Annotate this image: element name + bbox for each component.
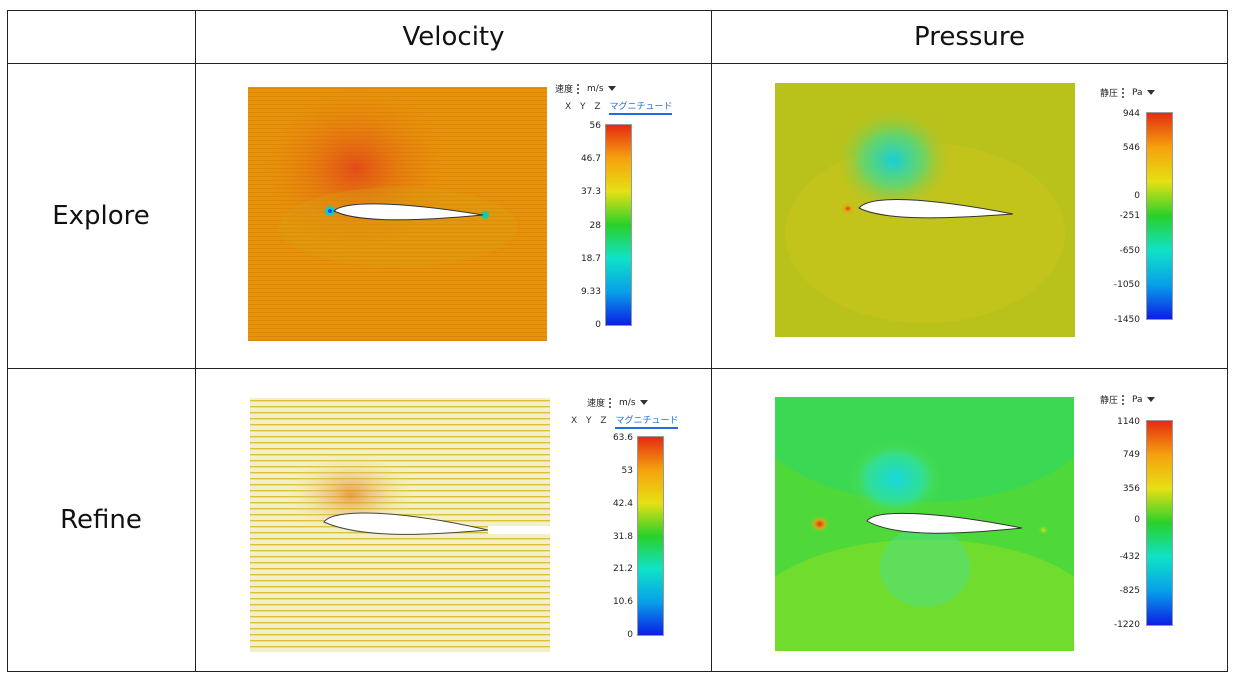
scale-tick: 944 [1122, 109, 1140, 119]
axis-tabs: X Y Z マグニチュード [571, 413, 684, 429]
table-border-header [7, 63, 1227, 64]
scale-tick: 9.33 [580, 287, 601, 297]
row-label-explore: Explore [52, 201, 150, 231]
scale-tick: 18.7 [580, 254, 601, 264]
scale-tick: -1050 [1113, 280, 1140, 290]
scale-tick: 28 [589, 221, 601, 231]
refine-velocity-plot [250, 398, 550, 652]
axis-tabs: X Y Z マグニチュード [565, 99, 678, 115]
table-border-col1 [195, 10, 196, 672]
axis-tab-magnitude[interactable]: マグニチュード [609, 102, 673, 115]
axis-tab-y[interactable]: Y [580, 102, 586, 112]
unit-selector[interactable]: Pa [1132, 87, 1143, 98]
color-scale-bar [1146, 112, 1173, 320]
axis-tab-x[interactable]: X [571, 416, 578, 426]
legend-header: 速度 m/s [587, 396, 648, 409]
scale-tick: 0 [627, 630, 633, 640]
refine-pressure-legend: 静圧 Pa 1140 749 356 0 -432 -825 -1220 [1100, 390, 1210, 640]
color-scale-bar [1146, 420, 1173, 626]
scale-tick: 42.4 [612, 499, 633, 509]
unit-selector[interactable]: Pa [1132, 394, 1143, 405]
table-border-left [7, 10, 8, 672]
scale-tick: -1220 [1113, 620, 1140, 630]
kebab-menu-icon[interactable] [577, 83, 580, 94]
chevron-down-icon[interactable] [1146, 397, 1155, 402]
scale-tick: 46.7 [580, 154, 601, 164]
scale-tick: -825 [1119, 586, 1140, 596]
scale-tick: 56 [589, 121, 601, 131]
scale-tick: -1450 [1113, 315, 1140, 325]
table-border-bottom [7, 671, 1227, 672]
table-border-col2 [711, 10, 712, 672]
chevron-down-icon[interactable] [607, 86, 616, 91]
legend-header: 静圧 Pa [1100, 86, 1155, 99]
scale-tick: 1140 [1117, 417, 1140, 427]
legend-quantity: 速度 [555, 85, 574, 95]
kebab-menu-icon[interactable] [609, 397, 612, 408]
scale-tick: 31.8 [612, 532, 633, 542]
scale-tick: 21.2 [612, 564, 633, 574]
unit-selector[interactable]: m/s [587, 83, 604, 94]
scale-tick: -650 [1119, 246, 1140, 256]
scale-tick: 63.6 [612, 433, 633, 443]
scale-tick: 10.6 [612, 597, 633, 607]
color-scale-bar [637, 436, 664, 636]
table-border-top [7, 10, 1227, 11]
color-scale-bar [605, 124, 632, 326]
column-header-pressure: Pressure [913, 21, 1026, 52]
kebab-menu-icon[interactable] [1122, 394, 1125, 405]
chevron-down-icon[interactable] [1146, 90, 1155, 95]
legend-quantity: 静圧 [1100, 89, 1119, 99]
scale-tick: 53 [621, 466, 633, 476]
axis-tab-z[interactable]: Z [600, 416, 607, 426]
scale-tick: 356 [1122, 484, 1140, 494]
axis-tab-x[interactable]: X [565, 102, 572, 112]
scale-tick: -432 [1119, 552, 1140, 562]
unit-selector[interactable]: m/s [619, 397, 636, 408]
legend-header: 速度 m/s [555, 82, 616, 95]
explore-pressure-plot [775, 83, 1075, 337]
axis-tab-z[interactable]: Z [594, 102, 601, 112]
explore-velocity-legend: 速度 m/s X Y Z マグニチュード 56 46.7 37.3 28 18.… [555, 80, 673, 350]
axis-tab-y[interactable]: Y [586, 416, 592, 426]
table-border-right [1227, 10, 1228, 672]
legend-quantity: 速度 [587, 399, 606, 409]
table-border-middle [7, 368, 1227, 369]
explore-velocity-plot [248, 87, 547, 341]
scale-tick: 0 [1134, 191, 1140, 201]
legend-header: 静圧 Pa [1100, 393, 1155, 406]
refine-pressure-plot [775, 397, 1074, 651]
scale-tick: 0 [1134, 515, 1140, 525]
refine-velocity-legend: 速度 m/s X Y Z マグニチュード 63.6 53 42.4 31.8 2… [555, 392, 679, 642]
scale-tick: 749 [1122, 450, 1140, 460]
chevron-down-icon[interactable] [639, 400, 648, 405]
axis-tab-magnitude[interactable]: マグニチュード [615, 416, 679, 429]
scale-tick: 546 [1122, 143, 1140, 153]
explore-pressure-legend: 静圧 Pa 944 546 0 -251 -650 -1050 -1450 [1100, 80, 1210, 350]
scale-tick: 0 [595, 320, 601, 330]
column-header-velocity: Velocity [402, 21, 505, 52]
scale-tick: -251 [1119, 211, 1140, 221]
legend-quantity: 静圧 [1100, 396, 1119, 406]
kebab-menu-icon[interactable] [1122, 87, 1125, 98]
scale-tick: 37.3 [580, 187, 601, 197]
row-label-refine: Refine [60, 505, 142, 535]
